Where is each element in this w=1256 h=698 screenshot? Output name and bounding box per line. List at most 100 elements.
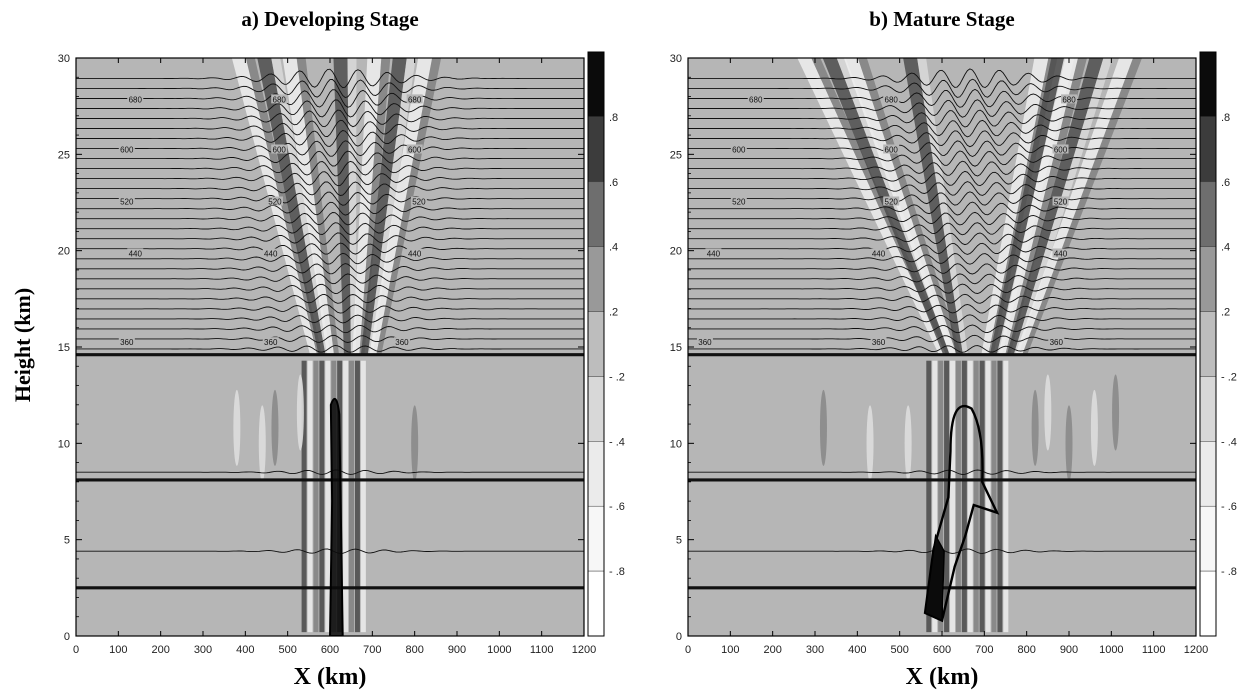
cloud-core <box>924 533 945 622</box>
x-ticks: 0 100 200 300 400 500 600 700 800 900 1000 1100 1200 <box>685 58 1208 656</box>
wave-stripe <box>932 360 938 633</box>
contour-label: 600 <box>408 145 422 154</box>
x-tick-label: 1200 <box>1184 644 1208 656</box>
theta-contour <box>76 68 584 89</box>
colorbar-label: .6 <box>609 177 618 189</box>
theta-contour <box>76 201 584 216</box>
theta-contour <box>76 304 584 314</box>
wave-ray <box>843 58 957 355</box>
colorbar-label: - .2 <box>1221 371 1237 383</box>
colorbar-segment <box>1199 51 1217 118</box>
wave-ray <box>376 58 442 355</box>
theta-contour <box>688 242 1196 255</box>
wave-stripe <box>997 360 1003 633</box>
theta-contour <box>688 263 1196 275</box>
wave-stripe <box>991 360 997 633</box>
theta-contour <box>688 314 1196 324</box>
theta-contour <box>76 119 584 138</box>
wave-lens <box>866 405 874 482</box>
y-ticks: 0 5 10 15 20 25 30 <box>670 53 1196 643</box>
wave-ray <box>359 58 391 355</box>
colorbar-label: .4 <box>609 242 618 254</box>
theta-contour <box>76 273 584 285</box>
x-tick-label: 600 <box>933 644 951 656</box>
theta-contour <box>688 273 1196 285</box>
x-ticks: 0 100 200 300 400 500 600 700 800 900 1000 1100 1200 <box>73 58 596 656</box>
y-tick-label: 0 <box>676 631 682 643</box>
contour-label: 360 <box>872 338 886 347</box>
panel-title: b) Mature Stage <box>869 7 1014 31</box>
x-axis-label: X (km) <box>294 664 367 690</box>
x-axis-label: X (km) <box>906 664 979 690</box>
y-tick-label: 15 <box>670 342 682 354</box>
wave-ray <box>1006 58 1104 355</box>
colorbar-segment <box>1199 311 1217 377</box>
theta-contour <box>76 79 584 98</box>
colorbar-segment <box>1199 116 1217 183</box>
wave-ray <box>360 58 407 355</box>
wave-lens <box>258 405 266 482</box>
colorbar-label: .2 <box>609 307 618 319</box>
theta-contour <box>76 191 584 206</box>
contour-label: 600 <box>273 145 287 154</box>
theta-contour <box>688 119 1196 138</box>
colorbar-label: .2 <box>1221 307 1230 319</box>
theta-contour <box>688 68 1196 88</box>
colorbar-segment <box>1199 570 1217 637</box>
contour-label: 680 <box>1062 95 1076 104</box>
wave-stripe <box>979 360 985 633</box>
theta-contour <box>76 109 584 128</box>
colorbar-segment <box>1199 505 1217 572</box>
theta-contour <box>688 181 1196 196</box>
theta-contour <box>688 109 1196 128</box>
theta-contour <box>76 140 584 157</box>
theta-contour <box>76 324 584 334</box>
contour-label: 520 <box>885 198 899 207</box>
colorbar-segment <box>587 51 605 118</box>
theta-contour <box>76 130 584 147</box>
x-tick-label: 900 <box>448 644 466 656</box>
wave-lens <box>233 389 241 466</box>
colorbar-segment <box>587 311 605 377</box>
contour-label: 520 <box>268 198 282 207</box>
x-tick-label: 500 <box>278 644 296 656</box>
wave-stripe <box>955 360 961 633</box>
contour-label: 440 <box>264 250 278 259</box>
wave-ray <box>822 58 951 355</box>
theta-contours: 680 680 680 600 600 600 520 520 520 440 440 440 360 3… <box>688 68 1196 554</box>
contour-label: 680 <box>273 95 287 104</box>
contour-label: 520 <box>120 198 134 207</box>
colorbar-segment <box>587 181 605 247</box>
wave-lens <box>1031 389 1039 466</box>
theta-contour <box>688 201 1196 216</box>
contour-label: 600 <box>732 145 746 154</box>
wave-lens <box>904 405 912 482</box>
y-tick-label: 25 <box>58 149 70 161</box>
wave-ray <box>998 58 1078 355</box>
theta-contour <box>688 150 1196 167</box>
contour-label: 440 <box>707 250 721 259</box>
x-tick-label: 1100 <box>530 644 554 656</box>
x-tick-label: 700 <box>975 644 993 656</box>
contour-label: 360 <box>1050 338 1064 347</box>
colorbar-segment <box>1199 246 1217 312</box>
wave-stripe <box>360 360 366 633</box>
theta-contour <box>76 181 584 196</box>
wave-ray <box>245 58 323 355</box>
theta-contour <box>76 222 584 236</box>
wave-stripe <box>967 360 973 633</box>
wave-lens <box>1090 389 1098 466</box>
wave-lens <box>296 374 304 451</box>
colorbar-label: - .4 <box>609 436 625 448</box>
colorbar-segment <box>587 376 605 442</box>
x-tick-label: 800 <box>1017 644 1035 656</box>
x-tick-label: 1000 <box>487 644 511 656</box>
wave-stripe <box>313 360 319 633</box>
wave-ray <box>797 58 946 355</box>
wave-stripe <box>349 360 355 633</box>
contour-label: 600 <box>120 145 134 154</box>
theta-contour <box>76 160 584 177</box>
contour-label: 440 <box>129 250 143 259</box>
y-tick-label: 30 <box>58 53 70 65</box>
